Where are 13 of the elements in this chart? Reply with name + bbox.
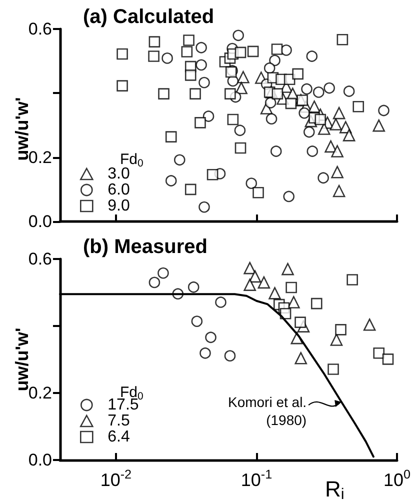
legend-label: 6.4 — [108, 428, 130, 446]
chart-title: (a) Calculated — [83, 6, 214, 28]
y-tick-label: 0.2 — [28, 384, 52, 402]
annotation: Komori et al. (1980) — [228, 394, 307, 428]
y-tick-label: 0.0 — [28, 212, 52, 231]
y-tick-label: 0.6 — [28, 20, 52, 38]
legend-label: 7.5 — [108, 412, 130, 430]
legend-label: 3.0 — [108, 166, 130, 182]
y-tick-label: 0.6 — [28, 250, 52, 268]
y-tick-label: 0.0 — [28, 450, 52, 470]
legend-label: 9.0 — [108, 198, 130, 214]
legend-label: 6.0 — [108, 182, 130, 198]
chart-title: (b) Measured — [83, 236, 208, 258]
